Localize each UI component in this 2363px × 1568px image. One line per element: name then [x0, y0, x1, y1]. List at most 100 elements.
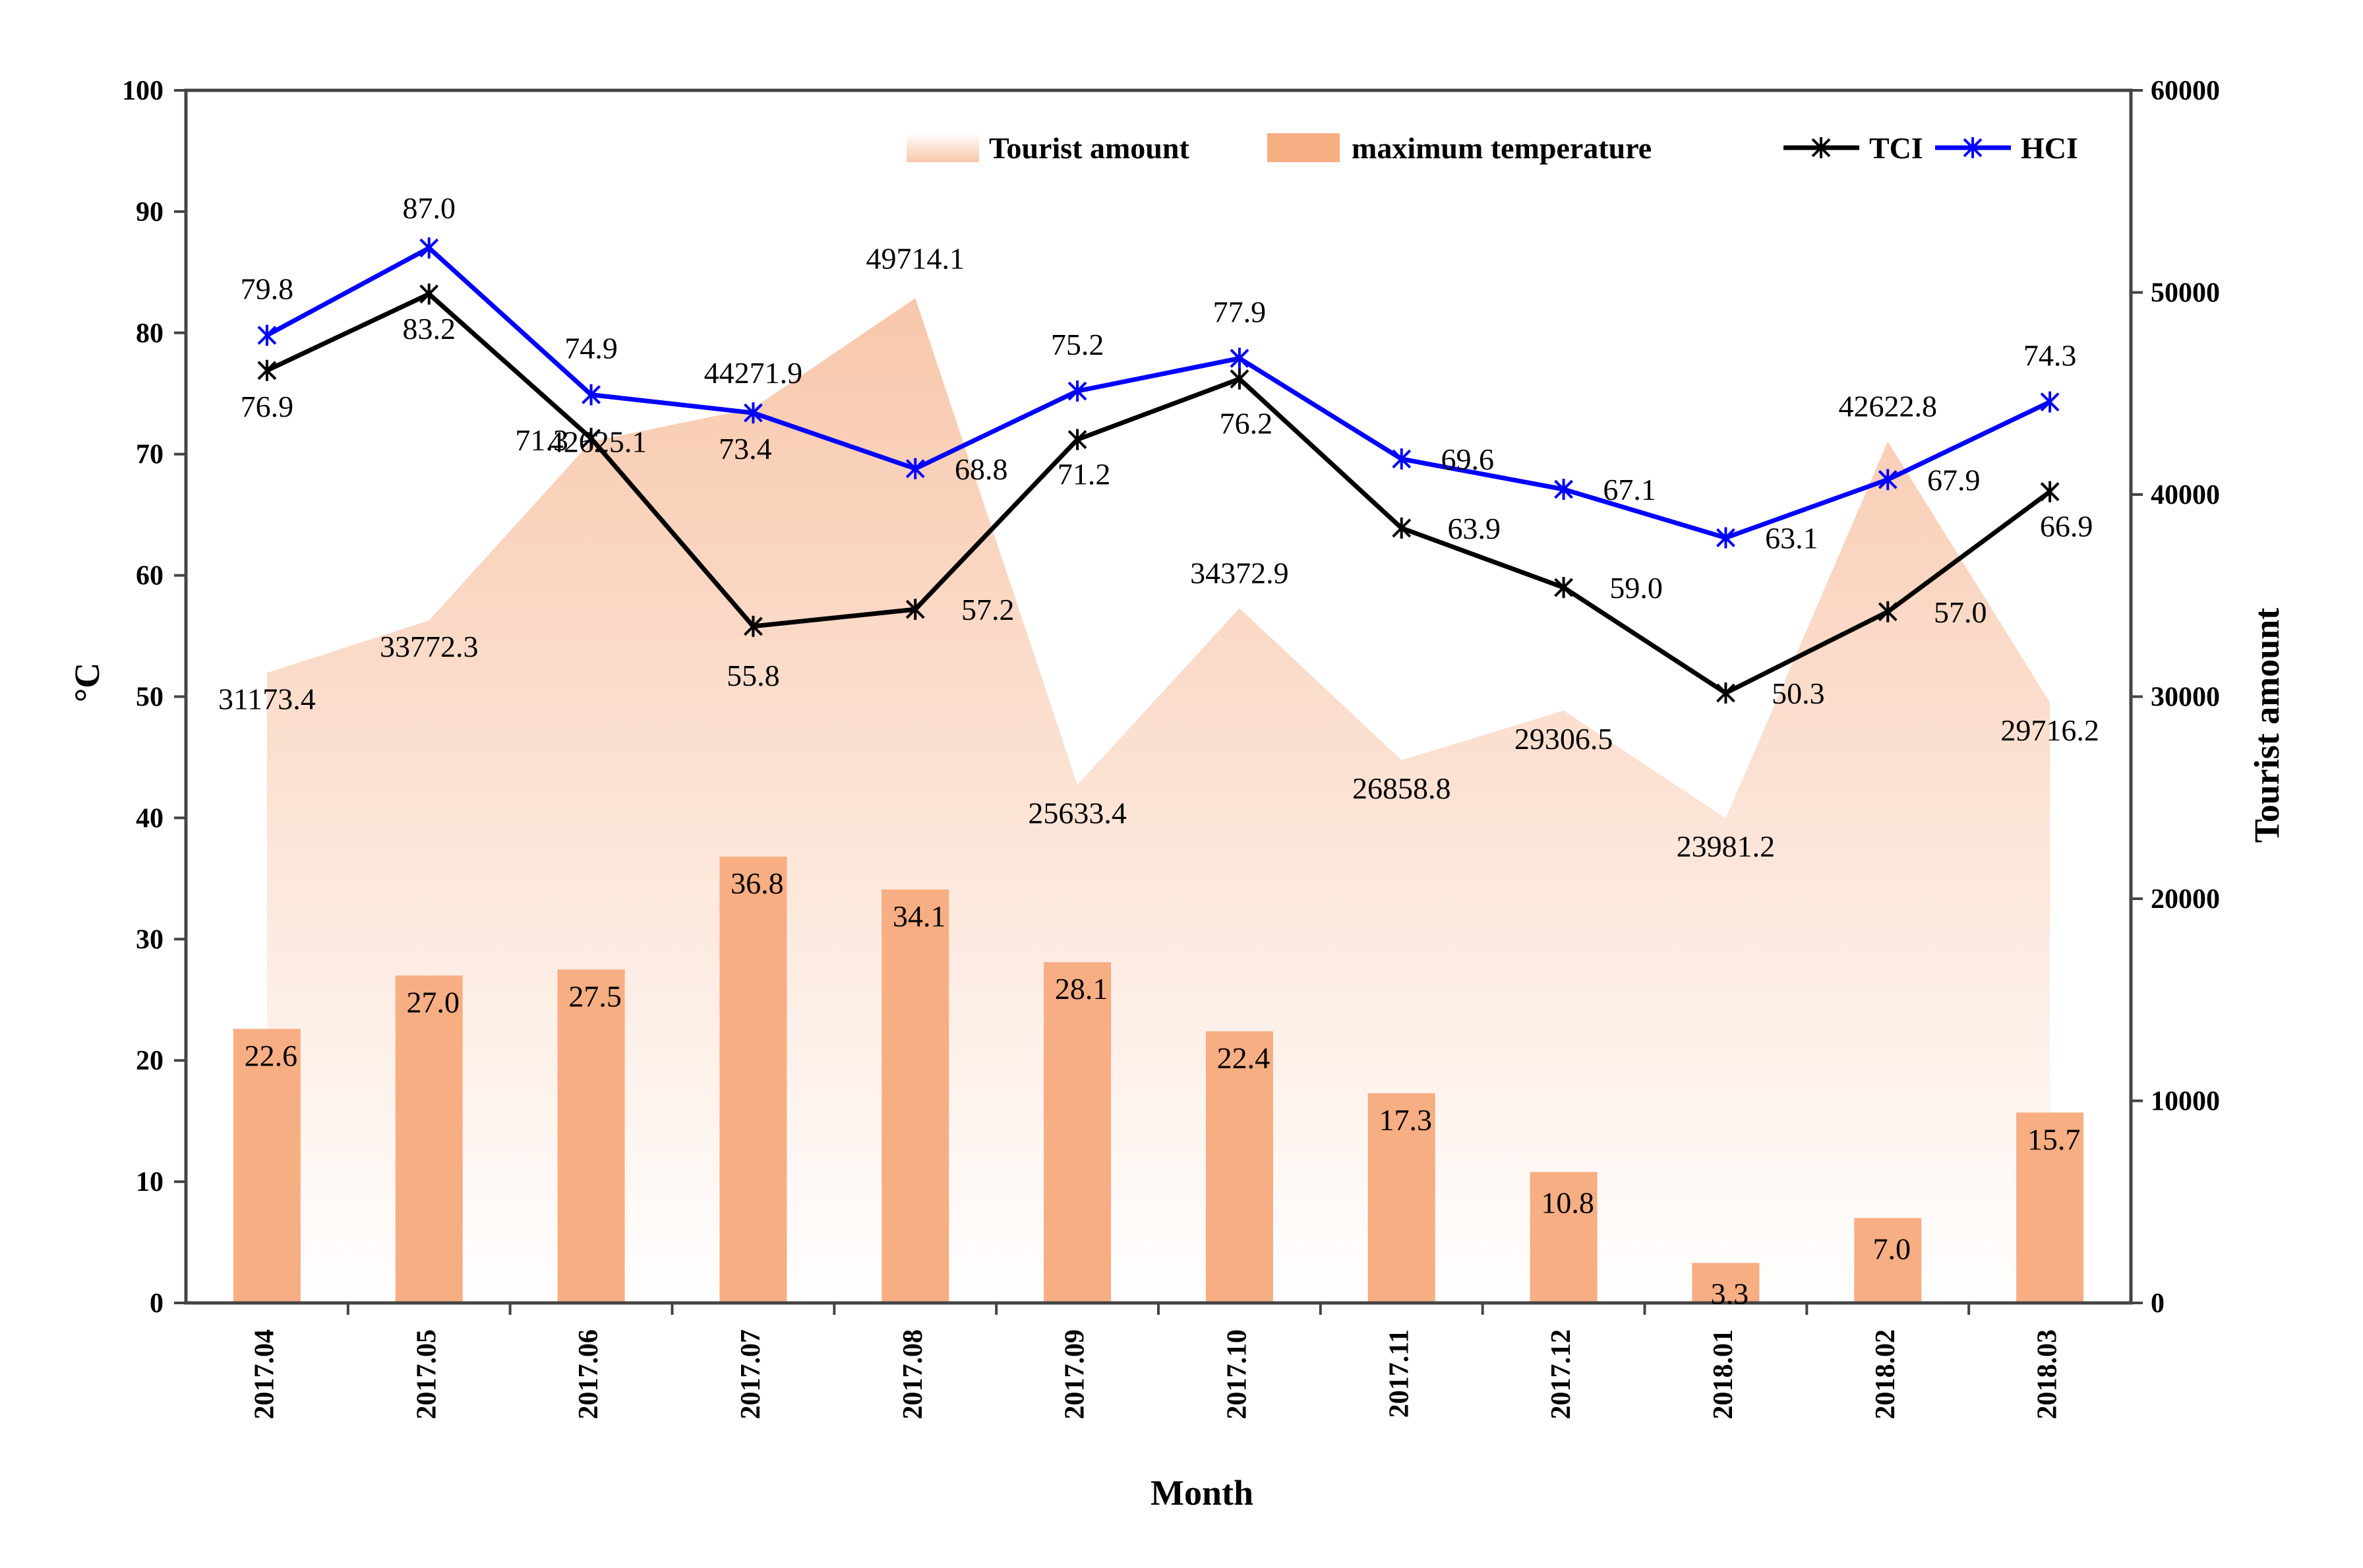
left-tick-label: 10 [136, 1167, 164, 1197]
hci-label-2018.01: 63.1 [1765, 522, 1818, 555]
tci-label-2017.12: 59.0 [1609, 571, 1663, 605]
tci-marker-2017.09 [1067, 429, 1087, 450]
hci-label-2017.07: 73.4 [719, 432, 772, 466]
tci-label-2017.04: 76.9 [241, 390, 294, 423]
tci-label-2017.10: 76.2 [1220, 407, 1273, 440]
tci-marker-2017.04 [257, 359, 277, 381]
hci-label-2017.08: 68.8 [955, 452, 1008, 486]
temp-label-2017.05: 27.0 [407, 985, 460, 1019]
tourist-label-2017.11: 26858.8 [1352, 771, 1451, 805]
hci-marker-2017.11 [1392, 448, 1412, 470]
x-tick-label: 2017.08 [898, 1329, 928, 1420]
x-axis-title: Month [1151, 1473, 1253, 1513]
legend-label-maximum-temperature: maximum temperature [1352, 131, 1652, 165]
temp-label-2017.09: 28.1 [1055, 972, 1108, 1006]
tci-label-2017.09: 71.2 [1058, 458, 1111, 491]
left-tick-label: 30 [136, 924, 164, 955]
right-tick-label: 60000 [2151, 76, 2220, 106]
index-lines-layer [257, 237, 2060, 704]
tourist-amount-area [266, 298, 2050, 1304]
axes-layer: 0 10 20 30 40 50 60 70 80 90 100 0 10000 20000 30000 40… [67, 76, 2287, 1513]
hci-marker-2017.06 [582, 384, 601, 406]
temp-label-2018.03: 15.7 [2027, 1122, 2081, 1156]
legend-label-tourist-amount: Tourist amount [989, 131, 1189, 165]
tci-label-2017.06: 71.3 [515, 423, 568, 457]
temp-label-2017.04: 22.6 [245, 1039, 298, 1072]
temperature-bar-2018.01 [1692, 1263, 1760, 1303]
left-tick-label: 40 [136, 803, 164, 833]
temp-label-2017.11: 17.3 [1379, 1103, 1433, 1137]
right-tick-label: 40000 [2151, 480, 2220, 510]
tci-marker-2017.05 [419, 283, 439, 305]
temperature-bar-2017.10 [1205, 1031, 1273, 1303]
tci-marker-2018.01 [1716, 682, 1735, 704]
x-tick-label: 2017.09 [1060, 1329, 1091, 1420]
tourist-label-2017.12: 29306.5 [1514, 722, 1613, 756]
temperature-bar-2017.04 [233, 1029, 301, 1303]
left-tick-label: 20 [136, 1046, 164, 1076]
left-tick-label: 90 [136, 197, 164, 227]
temperature-bar-2017.12 [1530, 1172, 1598, 1303]
tourist-label-2017.04: 31173.4 [218, 682, 316, 716]
x-tick-label: 2017.12 [1546, 1329, 1576, 1420]
tci-label-2017.11: 63.9 [1448, 512, 1501, 545]
hci-marker-2017.12 [1554, 479, 1573, 500]
x-tick-label: 2018.03 [2033, 1329, 2063, 1420]
hci-label-2017.04: 79.8 [241, 272, 294, 305]
temp-label-2017.12: 10.8 [1541, 1186, 1594, 1219]
tci-label-2018.01: 50.3 [1772, 677, 1825, 710]
temp-label-2017.10: 22.4 [1217, 1041, 1271, 1075]
x-tick-label: 2017.06 [574, 1329, 604, 1420]
temperature-bar-2017.07 [719, 857, 787, 1303]
hci-label-2018.03: 74.3 [2023, 339, 2077, 373]
tci-marker-2017.07 [744, 615, 763, 637]
hci-label-2017.06: 74.9 [564, 332, 618, 365]
hci-label-2017.05: 87.0 [403, 191, 456, 225]
tci-label-2017.07: 55.8 [727, 659, 780, 692]
left-tick-label: 60 [136, 561, 164, 591]
left-tick-label: 80 [136, 318, 164, 349]
legend-label-tci: TCI [1869, 131, 1923, 165]
tourist-label-2017.06: 42625.1 [549, 425, 647, 459]
tourist-label-2017.05: 33772.3 [380, 630, 479, 663]
hci-label-2017.10: 77.9 [1213, 295, 1267, 328]
hci-line [266, 245, 2051, 541]
temperature-bar-2017.05 [395, 975, 463, 1303]
temperature-bar-2018.03 [2016, 1112, 2084, 1303]
right-axis-title: Tourist amount [2247, 608, 2287, 843]
tourist-area-layer [266, 298, 2050, 1304]
temperature-bar-2017.11 [1367, 1093, 1435, 1303]
legend: Tourist amount maximum temperature TCI HCI [907, 131, 2078, 165]
legend-label-hci: HCI [2021, 131, 2078, 165]
tci-label-2018.02: 57.0 [1934, 595, 1987, 629]
hci-label-2018.02: 67.9 [1927, 463, 1981, 497]
tci-marker-2018.02 [1878, 601, 1898, 622]
hci-marker-2017.08 [905, 458, 925, 479]
legend-swatch-hci [1935, 137, 2011, 158]
tourist-label-2017.08: 49714.1 [866, 241, 965, 275]
hci-marker-2018.01 [1716, 527, 1735, 549]
x-tick-label: 2018.02 [1870, 1329, 1901, 1420]
tci-label-2017.08: 57.2 [961, 593, 1015, 626]
right-tick-label: 0 [2151, 1288, 2165, 1319]
right-tick-label: 20000 [2151, 884, 2220, 915]
legend-swatch-tourist-amount [907, 133, 979, 162]
tci-marker-2017.08 [905, 599, 925, 620]
hci-marker-2017.10 [1230, 347, 1249, 369]
hci-marker-2017.04 [257, 324, 277, 346]
hci-label-2017.12: 67.1 [1603, 473, 1656, 506]
tourist-label-2017.07: 44271.9 [704, 356, 803, 390]
hci-marker-2017.07 [744, 402, 763, 424]
temperature-bars-layer [233, 857, 2084, 1303]
tci-line [266, 291, 2052, 696]
x-tick-label: 2017.04 [250, 1329, 280, 1420]
hci-marker-2018.02 [1878, 469, 1898, 491]
tourist-label-2018.01: 23981.2 [1677, 829, 1776, 863]
temperature-bar-2018.02 [1854, 1218, 1922, 1303]
tci-label-2018.03: 66.9 [2040, 510, 2093, 543]
x-tick-label: 2017.10 [1222, 1329, 1253, 1420]
tci-label-2017.05: 83.2 [403, 312, 456, 346]
tourist-label-2017.10: 34372.9 [1190, 556, 1289, 589]
temperature-bar-2017.06 [557, 969, 625, 1303]
